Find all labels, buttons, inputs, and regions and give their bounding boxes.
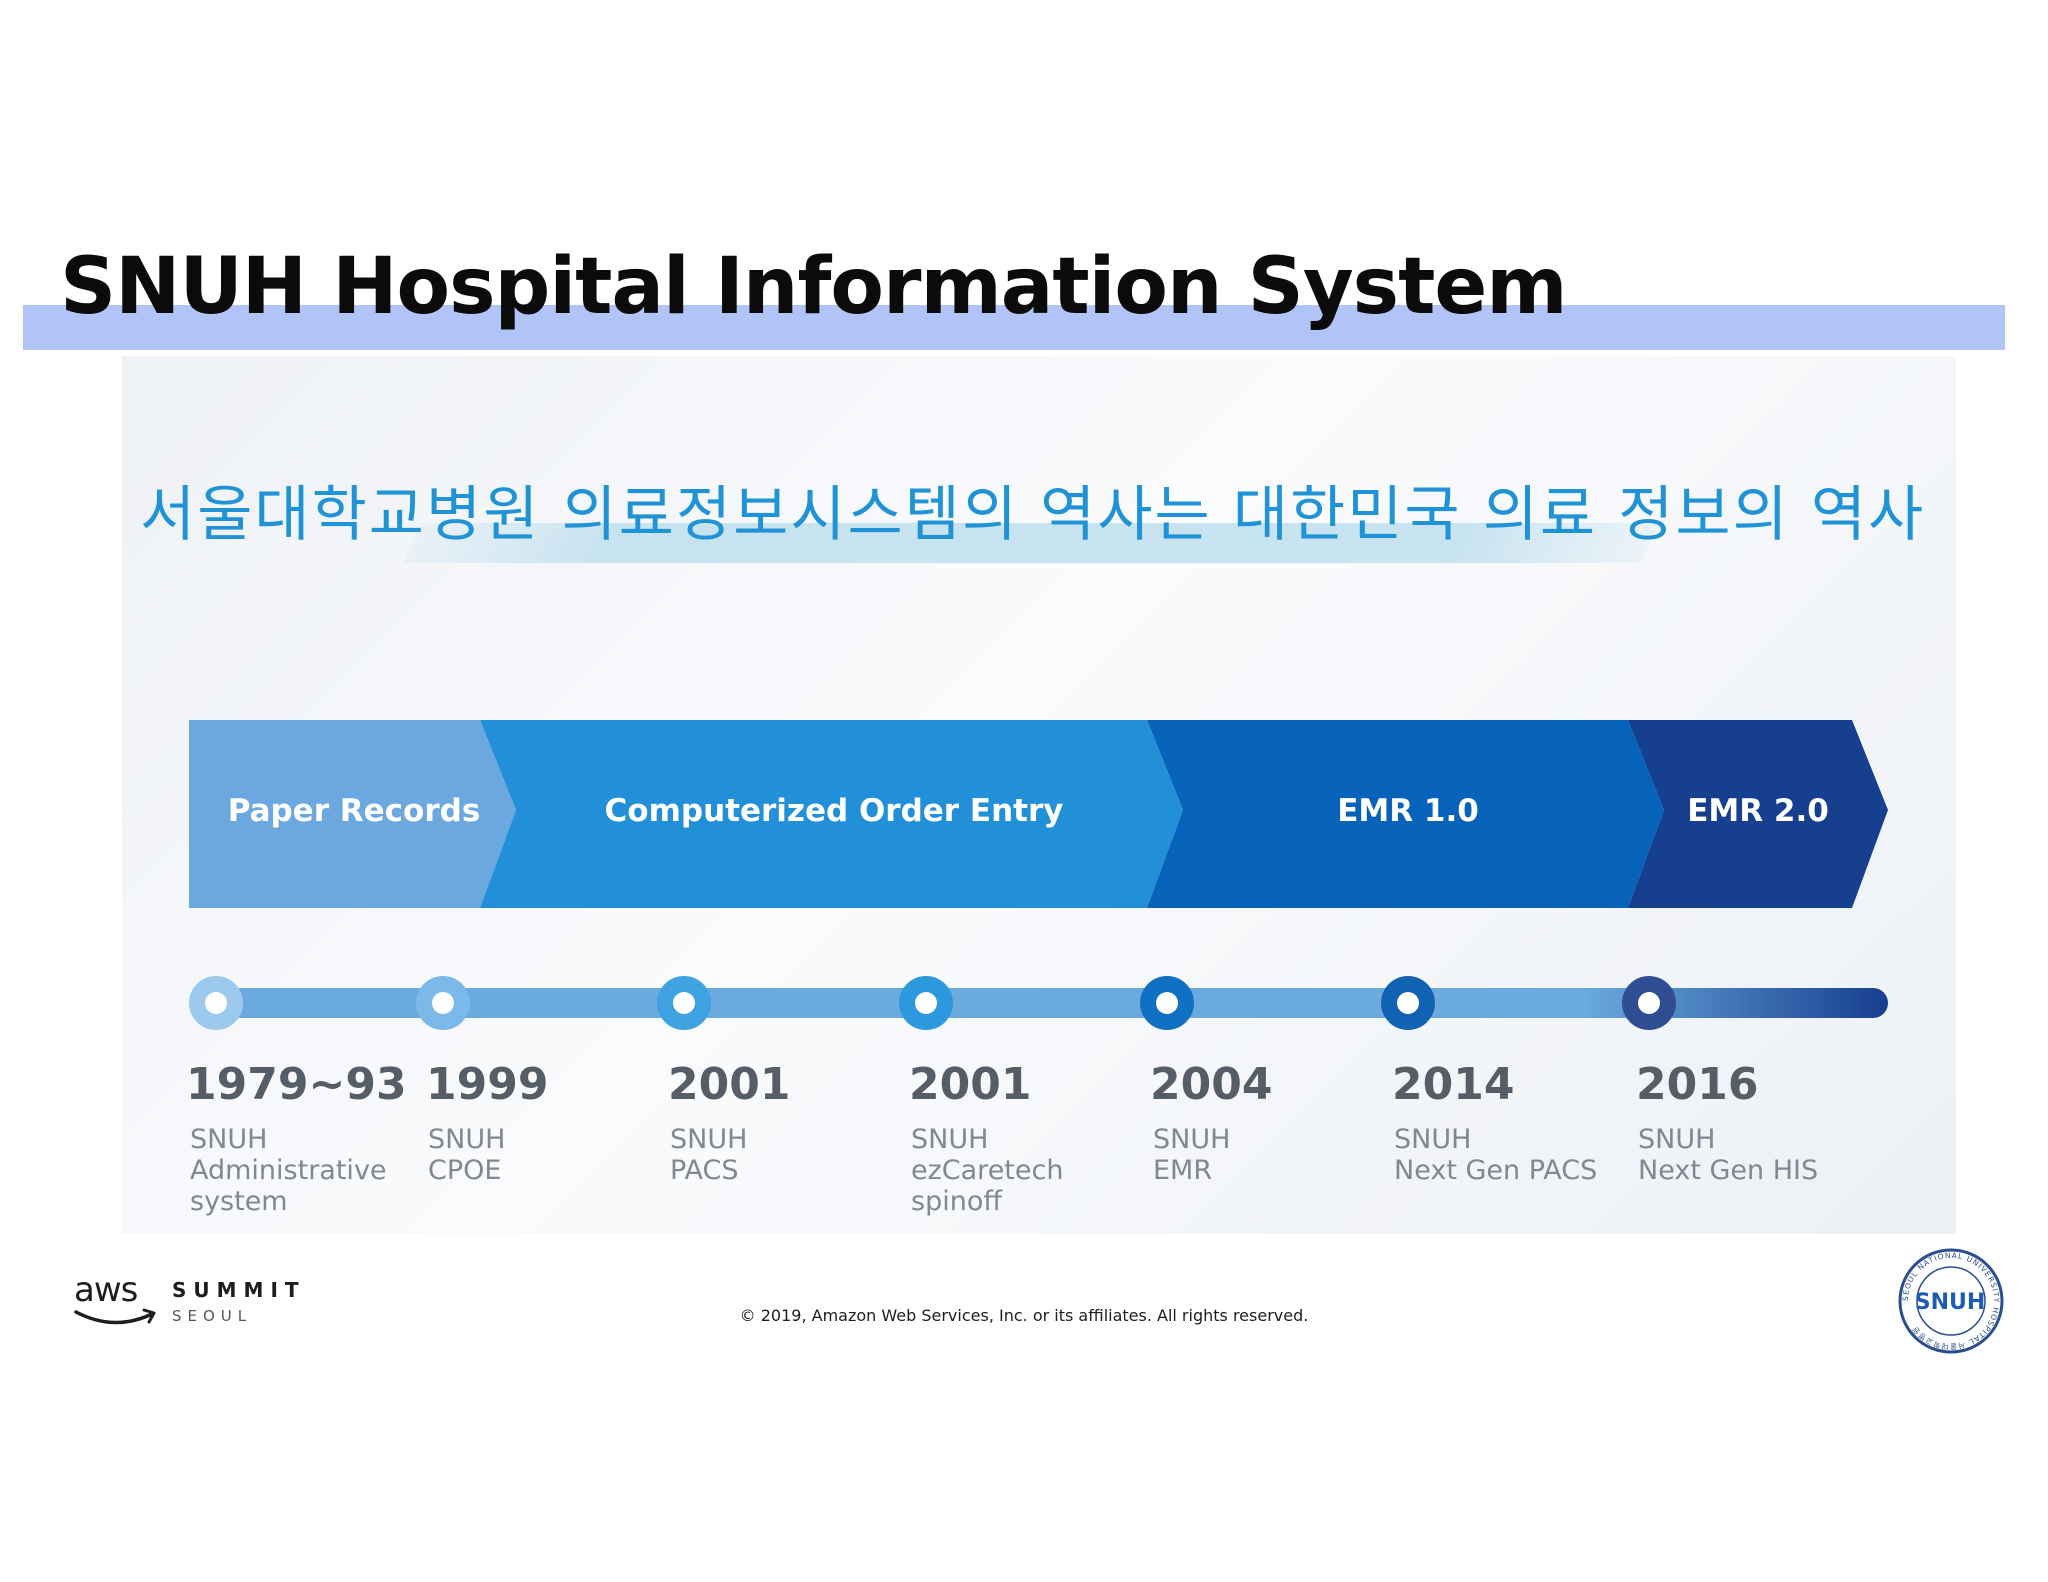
milestone-description: SNUH Next Gen PACS [1394,1124,1598,1186]
phase-arrow-emr-1 [1147,720,1664,908]
snuh-seal-icon: SEOUL NATIONAL UNIVERSITY HOSPITAL 서울대학교… [1898,1248,2004,1354]
event-city: SEOUL [172,1307,253,1325]
milestone-description: SNUH Administrative system [190,1124,387,1217]
phase-label-computerized-order-entry: Computerized Order Entry [604,793,1064,829]
seal-text: SNUH [1915,1290,1986,1315]
phase-arrow-paper-records [189,720,516,908]
milestone-year: 2014 [1392,1059,1515,1110]
timeline-marker [1622,976,1676,1030]
timeline-marker [657,976,711,1030]
phase-label-emr-1: EMR 1.0 [1337,793,1479,829]
timeline-marker [416,976,470,1030]
phase-label-paper-records: Paper Records [227,793,481,829]
milestone-year: 2001 [909,1059,1032,1110]
milestone-description: SNUH PACS [670,1124,748,1186]
milestone-year: 1979~93 [186,1059,407,1110]
copyright-notice: © 2019, Amazon Web Services, Inc. or its… [739,1306,1309,1325]
timeline-marker [1140,976,1194,1030]
milestone-year: 2004 [1150,1059,1273,1110]
event-name: SUMMIT [172,1278,306,1302]
title-band [23,305,2005,350]
milestone-year: 1999 [426,1059,549,1110]
timeline-marker [189,976,243,1030]
timeline-marker [1381,976,1435,1030]
milestone-description: SNUH EMR [1153,1124,1231,1186]
milestone-description: SNUH Next Gen HIS [1638,1124,1819,1186]
timeline-marker [899,976,953,1030]
phase-arrow-computerized-order-entry [480,720,1183,908]
aws-logo: aws [74,1270,138,1310]
milestone-description: SNUH ezCaretech spinoff [911,1124,1064,1217]
timeline-track [196,988,1888,1018]
slide-subtitle: 서울대학교병원 의료정보시스템의 역사는 대한민국 의료 정보의 역사 [140,480,1926,550]
phase-arrow-emr-2 [1628,720,1888,908]
aws-smile-icon [74,1308,156,1325]
milestone-description: SNUH CPOE [428,1124,506,1186]
phase-label-emr-2: EMR 2.0 [1687,793,1829,829]
milestone-year: 2016 [1636,1059,1759,1110]
milestone-year: 2001 [668,1059,791,1110]
slide-title: SNUH Hospital Information System [60,242,1568,332]
